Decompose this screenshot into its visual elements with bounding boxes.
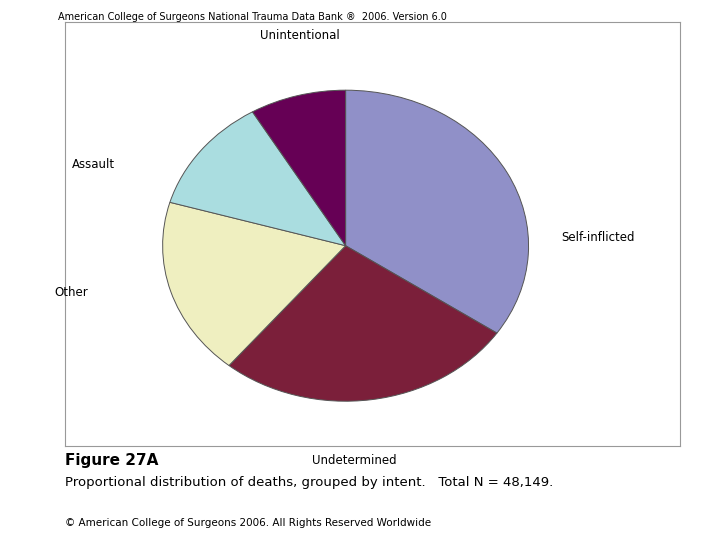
Text: Self-inflicted: Self-inflicted: [562, 232, 635, 245]
Text: Assault: Assault: [71, 158, 114, 171]
Text: Other: Other: [54, 286, 88, 299]
Text: Proportional distribution of deaths, grouped by intent.   Total N = 48,149.: Proportional distribution of deaths, gro…: [65, 476, 553, 489]
Text: Figure 27A: Figure 27A: [65, 453, 158, 468]
Wedge shape: [346, 90, 528, 333]
Wedge shape: [163, 202, 346, 366]
Text: © American College of Surgeons 2006. All Rights Reserved Worldwide: © American College of Surgeons 2006. All…: [65, 518, 431, 528]
Wedge shape: [170, 112, 346, 246]
Wedge shape: [253, 90, 346, 246]
Text: American College of Surgeons National Trauma Data Bank ®  2006. Version 6.0: American College of Surgeons National Tr…: [58, 12, 446, 23]
Text: Unintentional: Unintentional: [260, 29, 340, 42]
Wedge shape: [229, 246, 497, 401]
Text: Undetermined: Undetermined: [312, 454, 397, 467]
